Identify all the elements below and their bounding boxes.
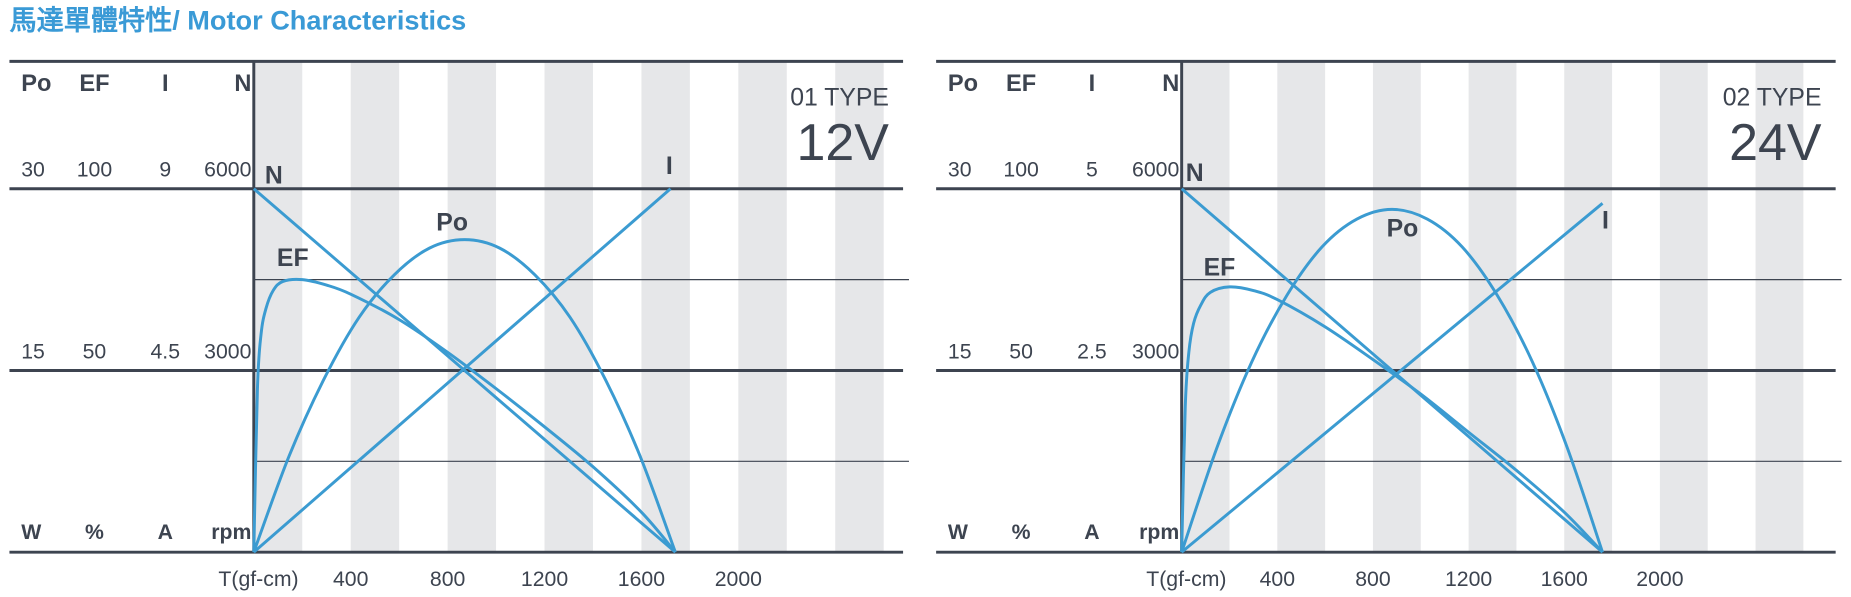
series-label: I <box>1602 207 1609 234</box>
axis-unit: rpm <box>211 520 251 544</box>
axis-name: EF <box>79 71 109 97</box>
axis-unit: % <box>85 520 104 544</box>
background-stripe <box>1564 61 1613 553</box>
series-line <box>1180 202 1604 554</box>
x-tick-label: 2000 <box>715 567 762 591</box>
background-stripe <box>1755 61 1804 553</box>
axis-name: I <box>1089 71 1096 97</box>
axis-name: N <box>234 71 251 97</box>
y-tick-label: 100 <box>77 158 112 182</box>
y-tick-label: 6000 <box>1132 158 1179 182</box>
x-tick-label: 800 <box>1355 567 1390 591</box>
background-stripe <box>1181 61 1230 553</box>
y-tick-label: 50 <box>83 339 107 363</box>
background-stripe <box>253 61 303 553</box>
x-tick-label: 800 <box>430 567 465 591</box>
series-label: Po <box>1387 216 1419 243</box>
x-tick-label: 1200 <box>521 567 568 591</box>
axis-unit: W <box>21 520 42 544</box>
y-tick-label: 50 <box>1009 339 1033 363</box>
background-stripe <box>738 61 787 553</box>
axis-unit: W <box>948 520 969 544</box>
background-stripe <box>1659 61 1708 553</box>
series-line <box>252 187 677 554</box>
series-label: EF <box>277 245 309 272</box>
y-tick-label: 30 <box>21 158 45 182</box>
axis-name: Po <box>21 71 51 97</box>
axis-name: Po <box>948 71 978 97</box>
axis-unit: A <box>158 520 173 544</box>
y-tick-label: 6000 <box>204 158 251 182</box>
type-label: 01 TYPE <box>790 85 889 112</box>
series-line <box>252 277 677 554</box>
y-tick-label: 4.5 <box>150 339 180 363</box>
x-tick-label: 2000 <box>1636 567 1683 591</box>
background-stripe <box>835 61 884 553</box>
background-stripe <box>641 61 690 553</box>
series-label: I <box>666 153 673 180</box>
y-tick-label: 3000 <box>204 339 251 363</box>
background-stripe <box>447 61 497 553</box>
series-label: EF <box>1204 255 1236 282</box>
series-line <box>252 187 672 554</box>
axis-unit: rpm <box>1139 520 1179 544</box>
series-line <box>252 238 677 553</box>
axis-name: EF <box>1006 71 1036 97</box>
series-line <box>1180 285 1604 554</box>
axis-name: N <box>1162 71 1179 97</box>
background-stripe <box>1372 61 1421 553</box>
series-line <box>1180 207 1604 553</box>
x-tick-label: 1600 <box>618 567 665 591</box>
type-label: 02 TYPE <box>1723 85 1822 112</box>
y-tick-label: 15 <box>948 339 972 363</box>
voltage-label: 24V <box>1729 114 1822 172</box>
y-tick-label: 9 <box>159 158 171 182</box>
series-line <box>1180 187 1604 554</box>
series-label: N <box>265 163 283 190</box>
x-tick-label: 1600 <box>1541 567 1588 591</box>
x-tick-label: T(gf-cm) <box>1146 567 1226 591</box>
y-tick-label: 15 <box>21 339 45 363</box>
series-label: Po <box>436 210 468 237</box>
y-tick-label: 3000 <box>1132 339 1179 363</box>
voltage-label: 12V <box>797 114 890 172</box>
x-tick-label: 400 <box>333 567 368 591</box>
axis-unit: A <box>1084 520 1099 544</box>
y-tick-label: 5 <box>1086 158 1098 182</box>
axis-name: I <box>162 71 169 97</box>
x-tick-label: T(gf-cm) <box>218 567 298 591</box>
y-tick-label: 2.5 <box>1077 339 1107 363</box>
background-stripe <box>544 61 593 553</box>
page-title: 馬達單體特性/ Motor Characteristics <box>9 5 466 36</box>
x-tick-label: 1200 <box>1445 567 1492 591</box>
y-tick-label: 100 <box>1003 158 1038 182</box>
axis-unit: % <box>1012 520 1031 544</box>
y-tick-label: 30 <box>948 158 972 182</box>
series-label: N <box>1186 160 1204 187</box>
x-tick-label: 400 <box>1260 567 1295 591</box>
